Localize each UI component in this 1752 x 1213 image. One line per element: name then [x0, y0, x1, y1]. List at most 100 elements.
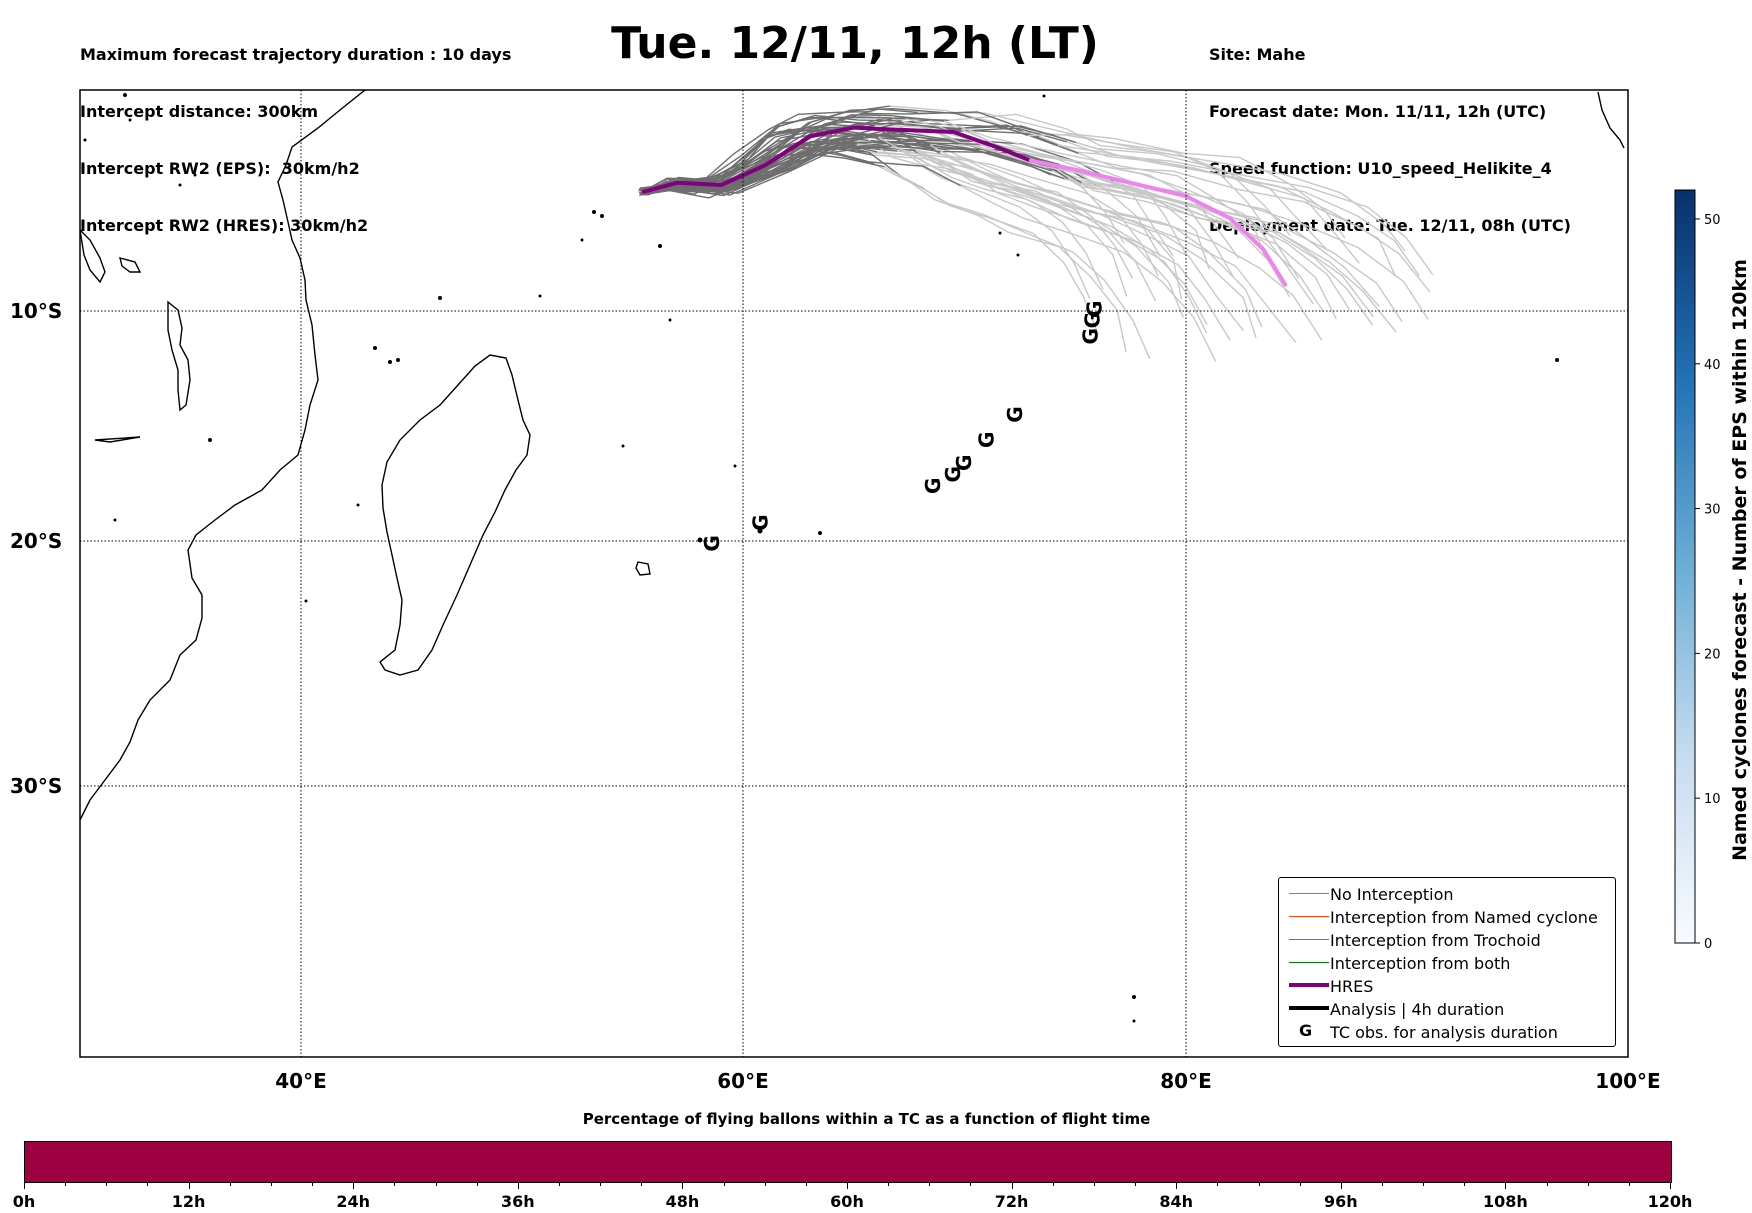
- percentage-tick-mark: [1011, 1182, 1013, 1189]
- eps-track: [645, 114, 902, 191]
- eps-track: [917, 111, 1346, 239]
- percentage-tick-label: 48h: [665, 1192, 700, 1211]
- eps-track: [1066, 141, 1420, 277]
- legend-item: Interception from both: [1279, 952, 1615, 975]
- lat-label: 20°S: [10, 529, 62, 553]
- percentage-tick-label: 36h: [500, 1192, 535, 1211]
- percentage-tick-mark: [1423, 1182, 1425, 1186]
- cyclone-icon: G: [700, 535, 724, 551]
- eps-track: [915, 149, 1323, 341]
- site-line: Forecast date: Mon. 11/11, 12h (UTC): [1209, 102, 1547, 121]
- percentage-tick-mark: [1052, 1182, 1054, 1186]
- percentage-tick-label: 108h: [1482, 1192, 1528, 1211]
- eps-track: [960, 128, 1300, 280]
- percentage-tick-mark: [517, 1182, 519, 1189]
- percentage-tick-mark: [270, 1182, 272, 1186]
- percentage-tick-mark: [1464, 1182, 1466, 1186]
- colorbar-tick-label: 20: [1704, 647, 1721, 662]
- percentage-tick-label: 72h: [994, 1192, 1029, 1211]
- percentage-tick-mark: [1505, 1182, 1507, 1189]
- percentage-tick-mark: [600, 1182, 602, 1186]
- eps-track: [1068, 178, 1351, 311]
- percentage-tick-label: 96h: [1323, 1192, 1358, 1211]
- legend-item: No Interception: [1279, 883, 1615, 906]
- colorbar-tick-label: 0: [1704, 937, 1712, 952]
- hres-track-early: [641, 125, 1033, 194]
- page-title: Tue. 12/11, 12h (LT): [611, 18, 1099, 69]
- percentage-tick-mark: [106, 1182, 108, 1186]
- lat-label: 10°S: [10, 299, 62, 323]
- percentage-tick-mark: [558, 1182, 560, 1186]
- param-line: Intercept RW2 (HRES): 30km/h2: [80, 216, 369, 235]
- eps-track: [921, 155, 1157, 302]
- site-line: Deployment date: Tue. 12/11, 08h (UTC): [1209, 216, 1571, 235]
- eps-track: [863, 135, 1091, 299]
- legend-item: Analysis | 4h duration: [1279, 998, 1615, 1021]
- percentage-tick-mark: [970, 1182, 972, 1186]
- percentage-tick-mark: [1217, 1182, 1219, 1186]
- percentage-tick-mark: [1135, 1182, 1137, 1186]
- colorbar-tick-label: 50: [1704, 213, 1721, 228]
- percentage-tick-mark: [188, 1182, 190, 1189]
- eps-track: [960, 185, 1217, 362]
- percentage-tick-mark: [1546, 1182, 1548, 1186]
- legend-label: Interception from Trochoid: [1330, 931, 1541, 950]
- cyclone-icon: G: [921, 478, 945, 494]
- cyclone-icon: G: [1003, 406, 1027, 422]
- cyclone-icon: G: [974, 432, 998, 448]
- percentage-tick-mark: [1093, 1182, 1095, 1186]
- lat-label: 30°S: [10, 774, 62, 798]
- percentage-tick-mark: [1299, 1182, 1301, 1186]
- percentage-tick-mark: [1176, 1182, 1178, 1189]
- legend-item: Interception from Trochoid: [1279, 929, 1615, 952]
- percentage-tick-mark: [394, 1182, 396, 1186]
- eps-track: [878, 127, 1234, 277]
- percentage-tick-mark: [641, 1182, 643, 1186]
- gridlines: [80, 90, 1628, 1057]
- percentage-tick-mark: [312, 1182, 314, 1186]
- colorbar-tick-label: 30: [1704, 503, 1721, 518]
- legend: No Interception Interception from Named …: [1278, 877, 1616, 1047]
- percentage-tick-mark: [476, 1182, 478, 1186]
- legend-label: Interception from Named cyclone: [1330, 908, 1598, 927]
- cyclone-icon: G: [1080, 312, 1104, 328]
- percentage-tick-mark: [229, 1182, 231, 1186]
- eps-track: [890, 146, 1257, 339]
- legend-item: Interception from Named cyclone: [1279, 906, 1615, 929]
- percentage-tick-mark: [1258, 1182, 1260, 1186]
- cyclone-icon: G: [941, 466, 965, 482]
- colorbar-ticks: 0 10 20 30 40 50: [1695, 213, 1721, 952]
- colorbar-label: Named cyclones forecast - Number of EPS …: [1729, 259, 1751, 861]
- param-line: Intercept distance: 300km: [80, 102, 319, 121]
- percentage-tick-label: 12h: [171, 1192, 206, 1211]
- legend-item: HRES: [1279, 975, 1615, 998]
- cyclone-icon: G: [1299, 1021, 1313, 1040]
- param-line: Maximum forecast trajectory duration : 1…: [80, 45, 512, 64]
- percentage-tick-label: 84h: [1159, 1192, 1194, 1211]
- eps-track: [644, 151, 962, 199]
- colorbar: [1674, 189, 1696, 944]
- eps-trajectories: [638, 105, 1434, 362]
- eps-track: [1075, 141, 1434, 276]
- eps-track: [640, 107, 1029, 193]
- coastlines: [80, 90, 1625, 821]
- map-frame: [79, 89, 1629, 1058]
- legend-label: HRES: [1330, 977, 1374, 996]
- eps-track: [901, 150, 1104, 290]
- eps-track: [1081, 182, 1374, 318]
- percentage-tick-mark: [723, 1182, 725, 1186]
- small-islands: [83, 93, 1559, 1023]
- colorbar-tick-label: 40: [1704, 358, 1721, 373]
- eps-track: [873, 163, 1127, 352]
- eps-track: [1078, 152, 1431, 293]
- percentage-bar-title: Percentage of flying ballons within a TC…: [582, 1110, 1151, 1128]
- percentage-tick-mark: [435, 1182, 437, 1186]
- lon-label: 80°E: [1160, 1069, 1212, 1093]
- eps-track: [646, 123, 879, 190]
- site-info: Site: Mahe Forecast date: Mon. 11/11, 12…: [1209, 7, 1571, 254]
- percentage-tick-mark: [682, 1182, 684, 1189]
- eps-track: [1056, 170, 1397, 333]
- percentage-tick-mark: [888, 1182, 890, 1186]
